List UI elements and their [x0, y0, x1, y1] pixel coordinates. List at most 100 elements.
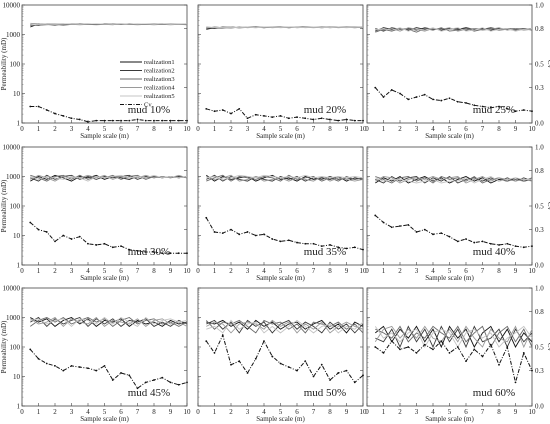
- cv-point: [78, 235, 81, 238]
- x-tick-label: 0: [196, 408, 200, 416]
- x-tick-label: 4: [431, 125, 435, 133]
- x-tick-label: 1: [213, 267, 217, 275]
- x-axis-label: Sample scale (m): [425, 274, 474, 282]
- cv-point: [177, 383, 180, 386]
- cv-point: [87, 367, 89, 370]
- series-line-Cv: [206, 108, 363, 122]
- x-tick-label: 9: [169, 408, 173, 416]
- cv-point: [177, 252, 180, 255]
- series-line-realization3: [205, 319, 364, 334]
- cv-point: [213, 110, 216, 113]
- x-tick-label: 7: [481, 408, 485, 416]
- series-line-realization4: [374, 325, 533, 349]
- panel-9: 0 1 2 3 4 5 6 7 8 9 10 Sample scale (m) 0.0 0.3 0.5 0.8…: [365, 285, 550, 424]
- x-tick-label: 1: [213, 408, 217, 416]
- cv-point: [522, 246, 525, 249]
- cv-point: [329, 244, 331, 246]
- x-tick-label: 10: [529, 125, 537, 133]
- cv-point: [279, 240, 282, 243]
- cv-point: [531, 110, 533, 113]
- x-axis-label: Sample scale (m): [425, 415, 474, 423]
- panel-label: mud 45%: [128, 387, 170, 399]
- cv-point: [213, 231, 216, 233]
- series-line-realization4: [30, 316, 188, 328]
- x-tick-label: 3: [246, 125, 250, 133]
- y-right-tick-label: 1.0: [535, 144, 544, 152]
- y-right-tick-label: 0.8: [535, 167, 544, 175]
- x-tick-label: 9: [514, 408, 518, 416]
- cv-point: [531, 369, 533, 372]
- legend-label: Cv: [144, 102, 152, 109]
- x-tick-label: 6: [119, 267, 123, 275]
- x-tick-label: 2: [398, 408, 402, 416]
- x-tick-label: 5: [448, 408, 452, 416]
- cv-point: [489, 242, 492, 245]
- cv-point: [362, 248, 364, 251]
- cv-point: [161, 376, 164, 379]
- x-tick-label: 5: [279, 267, 283, 275]
- x-tick-label: 1: [382, 125, 386, 133]
- panel-label: mud 25%: [473, 104, 515, 116]
- y-right-tick-label: 1.0: [535, 2, 544, 10]
- panel-3: 0 1 2 3 4 5 6 7 8 9 10 Sample scale (m) 0.0 0.3 0.5 0.8…: [365, 2, 550, 141]
- cv-point: [304, 117, 307, 120]
- cv-point: [128, 119, 131, 122]
- cv-point: [320, 245, 323, 248]
- y-left-tick-label: 100: [10, 344, 21, 352]
- cv-point: [186, 381, 188, 384]
- legend-label: realization1: [144, 59, 175, 66]
- x-tick-label: 10: [529, 267, 537, 275]
- x-tick-label: 1: [37, 125, 41, 133]
- x-tick-label: 8: [497, 408, 501, 416]
- cv-point: [128, 374, 131, 377]
- cv-point: [481, 355, 484, 358]
- series-line-realization5: [375, 176, 532, 184]
- cv-point: [345, 247, 348, 250]
- cv-point: [263, 340, 265, 342]
- series-line-Cv: [375, 340, 533, 383]
- series-line-realization3: [375, 175, 533, 184]
- x-tick-label: 3: [246, 267, 250, 275]
- cv-point: [345, 118, 348, 121]
- x-tick-label: 6: [295, 267, 299, 275]
- x-tick-label: 1: [382, 408, 386, 416]
- cv-point: [238, 107, 241, 110]
- cv-point: [382, 96, 385, 98]
- cv-point: [287, 117, 290, 120]
- cv-point: [432, 348, 434, 351]
- cv-point: [407, 223, 410, 226]
- y-left-axis-label: Permeability (mD): [0, 179, 8, 232]
- x-tick-label: 3: [415, 125, 419, 133]
- y-right-tick-label: 0.8: [535, 308, 544, 316]
- cv-point: [78, 118, 81, 121]
- y-left-tick-label: 10: [13, 90, 21, 98]
- series-line-realization3: [206, 174, 364, 182]
- cv-point: [390, 226, 393, 229]
- cv-point: [205, 107, 208, 110]
- cv-point: [473, 104, 476, 107]
- cv-point: [329, 118, 331, 121]
- cv-point: [374, 346, 377, 348]
- cv-point: [353, 246, 356, 249]
- cv-point: [390, 89, 393, 91]
- cv-point: [448, 97, 451, 100]
- cv-point: [128, 248, 131, 251]
- x-tick-label: 3: [70, 408, 74, 416]
- cv-point: [407, 98, 410, 101]
- x-tick-label: 7: [312, 267, 316, 275]
- cv-point: [246, 117, 249, 120]
- series-line-Cv: [205, 217, 364, 251]
- cv-point: [111, 119, 114, 122]
- y-right-tick-label: 0.0: [535, 262, 544, 270]
- x-tick-label: 4: [431, 267, 435, 275]
- cv-point: [287, 366, 290, 368]
- x-tick-label: 3: [415, 408, 419, 416]
- x-tick-label: 8: [152, 408, 156, 416]
- cv-point: [345, 369, 348, 372]
- cv-point: [374, 86, 377, 89]
- cv-point: [514, 245, 517, 248]
- x-axis-label: Sample scale (m): [256, 132, 305, 140]
- x-tick-label: 9: [169, 125, 173, 133]
- cv-point: [144, 251, 147, 253]
